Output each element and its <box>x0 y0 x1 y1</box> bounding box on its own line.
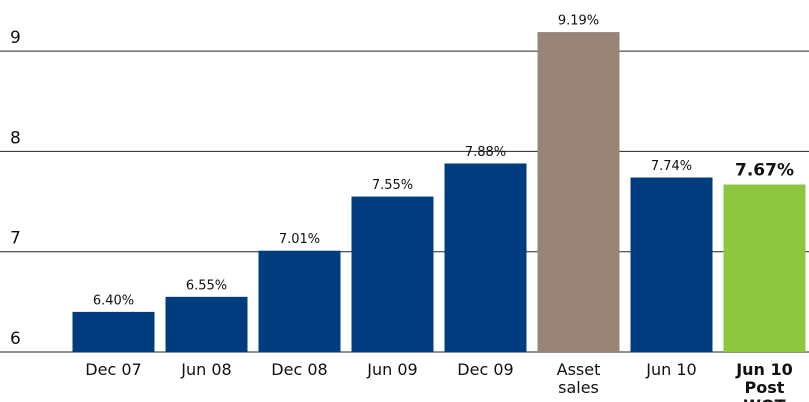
bar <box>351 196 434 352</box>
y-tick-label: 6 <box>10 329 21 349</box>
value-label: 9.19% <box>558 14 599 29</box>
y-tick-label: 9 <box>10 28 21 48</box>
value-label: 7.55% <box>372 178 413 193</box>
x-tick-label: Dec 07 <box>85 360 142 379</box>
bar <box>72 311 155 352</box>
bar <box>723 184 806 352</box>
x-tick-label: Dec 09 <box>457 360 514 379</box>
value-label: 7.88% <box>465 145 506 160</box>
value-label: 7.74% <box>651 159 692 174</box>
x-tick-label: Jun 08 <box>181 360 232 379</box>
x-tick-label: Asset sales <box>556 360 601 397</box>
y-tick-label: 7 <box>10 229 21 249</box>
y-tick-label: 8 <box>10 128 21 148</box>
x-tick-label: Jun 09 <box>367 360 418 379</box>
x-tick-label: Jun 10 Post WOT <box>736 360 793 402</box>
bar <box>258 250 341 352</box>
bar <box>537 32 620 353</box>
bar <box>165 296 248 352</box>
value-label: 7.67% <box>735 161 794 181</box>
value-label: 7.01% <box>279 232 320 247</box>
bar <box>444 163 527 352</box>
x-tick-label: Dec 08 <box>271 360 328 379</box>
x-tick-label: Jun 10 <box>646 360 697 379</box>
value-label: 6.40% <box>93 293 134 308</box>
bar <box>630 177 713 352</box>
value-label: 6.55% <box>186 278 227 293</box>
